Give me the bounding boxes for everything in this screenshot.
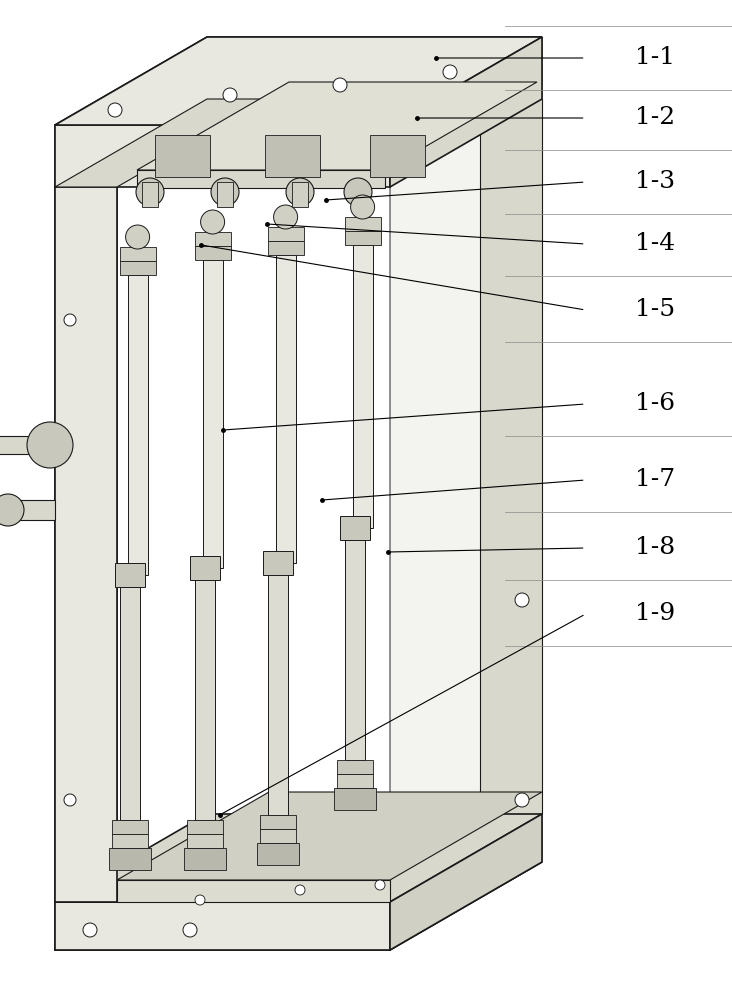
Polygon shape xyxy=(337,760,373,774)
Polygon shape xyxy=(390,37,542,950)
Polygon shape xyxy=(263,551,293,575)
Circle shape xyxy=(108,103,122,117)
Circle shape xyxy=(515,793,529,807)
Circle shape xyxy=(375,880,385,890)
Polygon shape xyxy=(345,528,365,760)
Polygon shape xyxy=(55,187,117,902)
Text: 1-7: 1-7 xyxy=(635,468,675,491)
Circle shape xyxy=(64,314,76,326)
Circle shape xyxy=(286,178,314,206)
Polygon shape xyxy=(292,182,308,207)
Circle shape xyxy=(201,210,225,234)
Circle shape xyxy=(223,88,237,102)
Polygon shape xyxy=(55,99,269,187)
Polygon shape xyxy=(142,182,158,207)
Polygon shape xyxy=(217,182,233,207)
Polygon shape xyxy=(276,255,296,563)
Polygon shape xyxy=(190,556,220,580)
Text: 1-4: 1-4 xyxy=(635,232,675,255)
Polygon shape xyxy=(203,260,223,568)
Circle shape xyxy=(344,178,372,206)
Text: 1-8: 1-8 xyxy=(635,536,675,560)
Text: 1-1: 1-1 xyxy=(635,46,675,70)
Polygon shape xyxy=(265,135,320,177)
Polygon shape xyxy=(55,125,117,950)
Circle shape xyxy=(351,195,375,219)
Polygon shape xyxy=(155,135,210,177)
Polygon shape xyxy=(10,500,55,520)
Text: 1-6: 1-6 xyxy=(635,392,675,416)
Polygon shape xyxy=(137,82,537,170)
Polygon shape xyxy=(112,834,148,848)
Polygon shape xyxy=(137,170,385,188)
Polygon shape xyxy=(55,125,390,187)
Circle shape xyxy=(83,923,97,937)
Circle shape xyxy=(183,923,197,937)
Circle shape xyxy=(0,494,24,526)
Text: 1-9: 1-9 xyxy=(635,602,675,626)
Circle shape xyxy=(27,422,73,468)
Polygon shape xyxy=(55,37,542,125)
Polygon shape xyxy=(119,261,156,275)
Polygon shape xyxy=(268,227,304,241)
Polygon shape xyxy=(345,231,381,245)
Polygon shape xyxy=(390,814,542,950)
Polygon shape xyxy=(55,37,542,125)
Polygon shape xyxy=(260,829,296,843)
Circle shape xyxy=(211,178,239,206)
Polygon shape xyxy=(127,275,148,575)
Polygon shape xyxy=(390,37,542,187)
Polygon shape xyxy=(55,902,390,950)
Polygon shape xyxy=(345,217,381,231)
Circle shape xyxy=(195,895,205,905)
Polygon shape xyxy=(187,820,223,834)
Polygon shape xyxy=(334,788,376,810)
Polygon shape xyxy=(195,246,231,260)
Circle shape xyxy=(274,205,298,229)
Polygon shape xyxy=(184,848,226,870)
Polygon shape xyxy=(119,247,156,261)
Polygon shape xyxy=(117,792,542,880)
Polygon shape xyxy=(120,575,140,820)
Circle shape xyxy=(64,794,76,806)
Polygon shape xyxy=(112,820,148,834)
Polygon shape xyxy=(0,436,55,454)
Polygon shape xyxy=(55,814,542,902)
Polygon shape xyxy=(257,843,299,865)
Circle shape xyxy=(126,225,149,249)
Circle shape xyxy=(515,593,529,607)
Circle shape xyxy=(295,885,305,895)
Text: 1-5: 1-5 xyxy=(635,298,675,322)
Polygon shape xyxy=(268,241,304,255)
Text: 1-3: 1-3 xyxy=(635,170,675,194)
Polygon shape xyxy=(195,568,215,820)
Polygon shape xyxy=(268,563,288,815)
Polygon shape xyxy=(55,862,542,950)
Polygon shape xyxy=(480,99,542,814)
Polygon shape xyxy=(187,834,223,848)
Polygon shape xyxy=(340,516,370,540)
Circle shape xyxy=(333,78,347,92)
Circle shape xyxy=(443,65,457,79)
Polygon shape xyxy=(260,815,296,829)
Polygon shape xyxy=(109,848,151,870)
Polygon shape xyxy=(353,245,373,528)
Polygon shape xyxy=(117,880,390,902)
Circle shape xyxy=(136,178,164,206)
Polygon shape xyxy=(370,135,425,177)
Polygon shape xyxy=(115,563,145,587)
Text: 1-2: 1-2 xyxy=(635,106,675,129)
Polygon shape xyxy=(195,232,231,246)
Polygon shape xyxy=(337,774,373,788)
